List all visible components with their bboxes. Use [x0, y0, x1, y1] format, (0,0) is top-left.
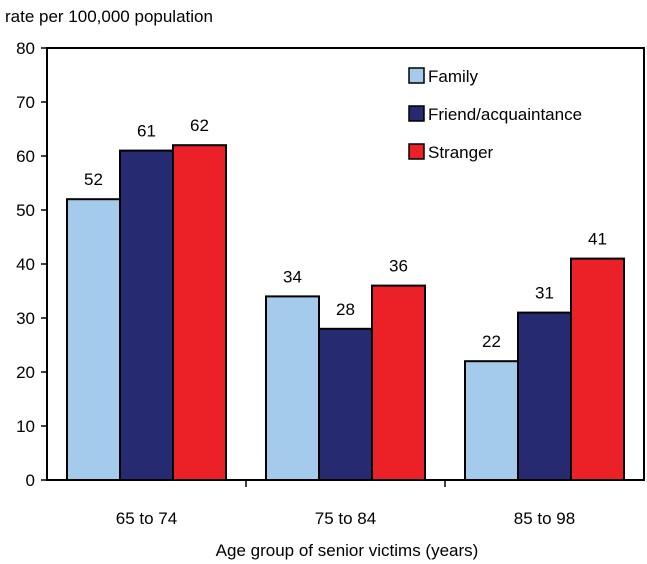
legend-label: Family — [428, 67, 479, 86]
legend-swatch — [408, 143, 425, 160]
bar — [66, 198, 121, 481]
bar — [265, 295, 320, 481]
bar — [318, 327, 373, 481]
legend: Family Friend/acquaintance Stranger — [408, 67, 582, 162]
x-tick-label: 85 to 98 — [514, 509, 575, 528]
data-label: 36 — [389, 257, 408, 276]
x-tick-label: 65 to 74 — [116, 509, 177, 528]
data-label: 61 — [137, 122, 156, 141]
bar — [371, 284, 426, 481]
bar — [464, 360, 519, 482]
legend-swatch — [408, 105, 425, 122]
y-axis-label: rate per 100,000 population — [5, 7, 213, 26]
bar — [517, 311, 572, 481]
data-label: 31 — [535, 284, 554, 303]
bar — [570, 257, 625, 481]
y-tick-label: 10 — [16, 417, 35, 436]
bar — [119, 149, 174, 481]
y-tick-label: 60 — [16, 147, 35, 166]
x-axis-label: Age group of senior victims (years) — [216, 541, 479, 560]
y-tick-label: 40 — [16, 255, 35, 274]
bar — [172, 144, 227, 481]
data-label: 41 — [588, 230, 607, 249]
y-tick-label: 0 — [26, 471, 35, 490]
legend-swatch — [408, 67, 425, 84]
data-label: 28 — [336, 300, 355, 319]
y-tick-label: 80 — [16, 39, 35, 58]
x-tick-label: 75 to 84 — [315, 509, 376, 528]
data-label: 34 — [283, 267, 302, 286]
data-label: 22 — [482, 332, 501, 351]
y-tick-label: 50 — [16, 201, 35, 220]
legend-label: Friend/acquaintance — [428, 105, 582, 124]
y-tick-label: 20 — [16, 363, 35, 382]
data-label: 52 — [84, 170, 103, 189]
y-tick-label: 30 — [16, 309, 35, 328]
plot-area: 0 10 20 30 40 50 60 70 80 52 61 62 65 to 74 34 28 36 75 … — [16, 39, 645, 528]
data-label: 62 — [190, 116, 209, 135]
y-tick-label: 70 — [16, 93, 35, 112]
legend-label: Stranger — [428, 143, 494, 162]
